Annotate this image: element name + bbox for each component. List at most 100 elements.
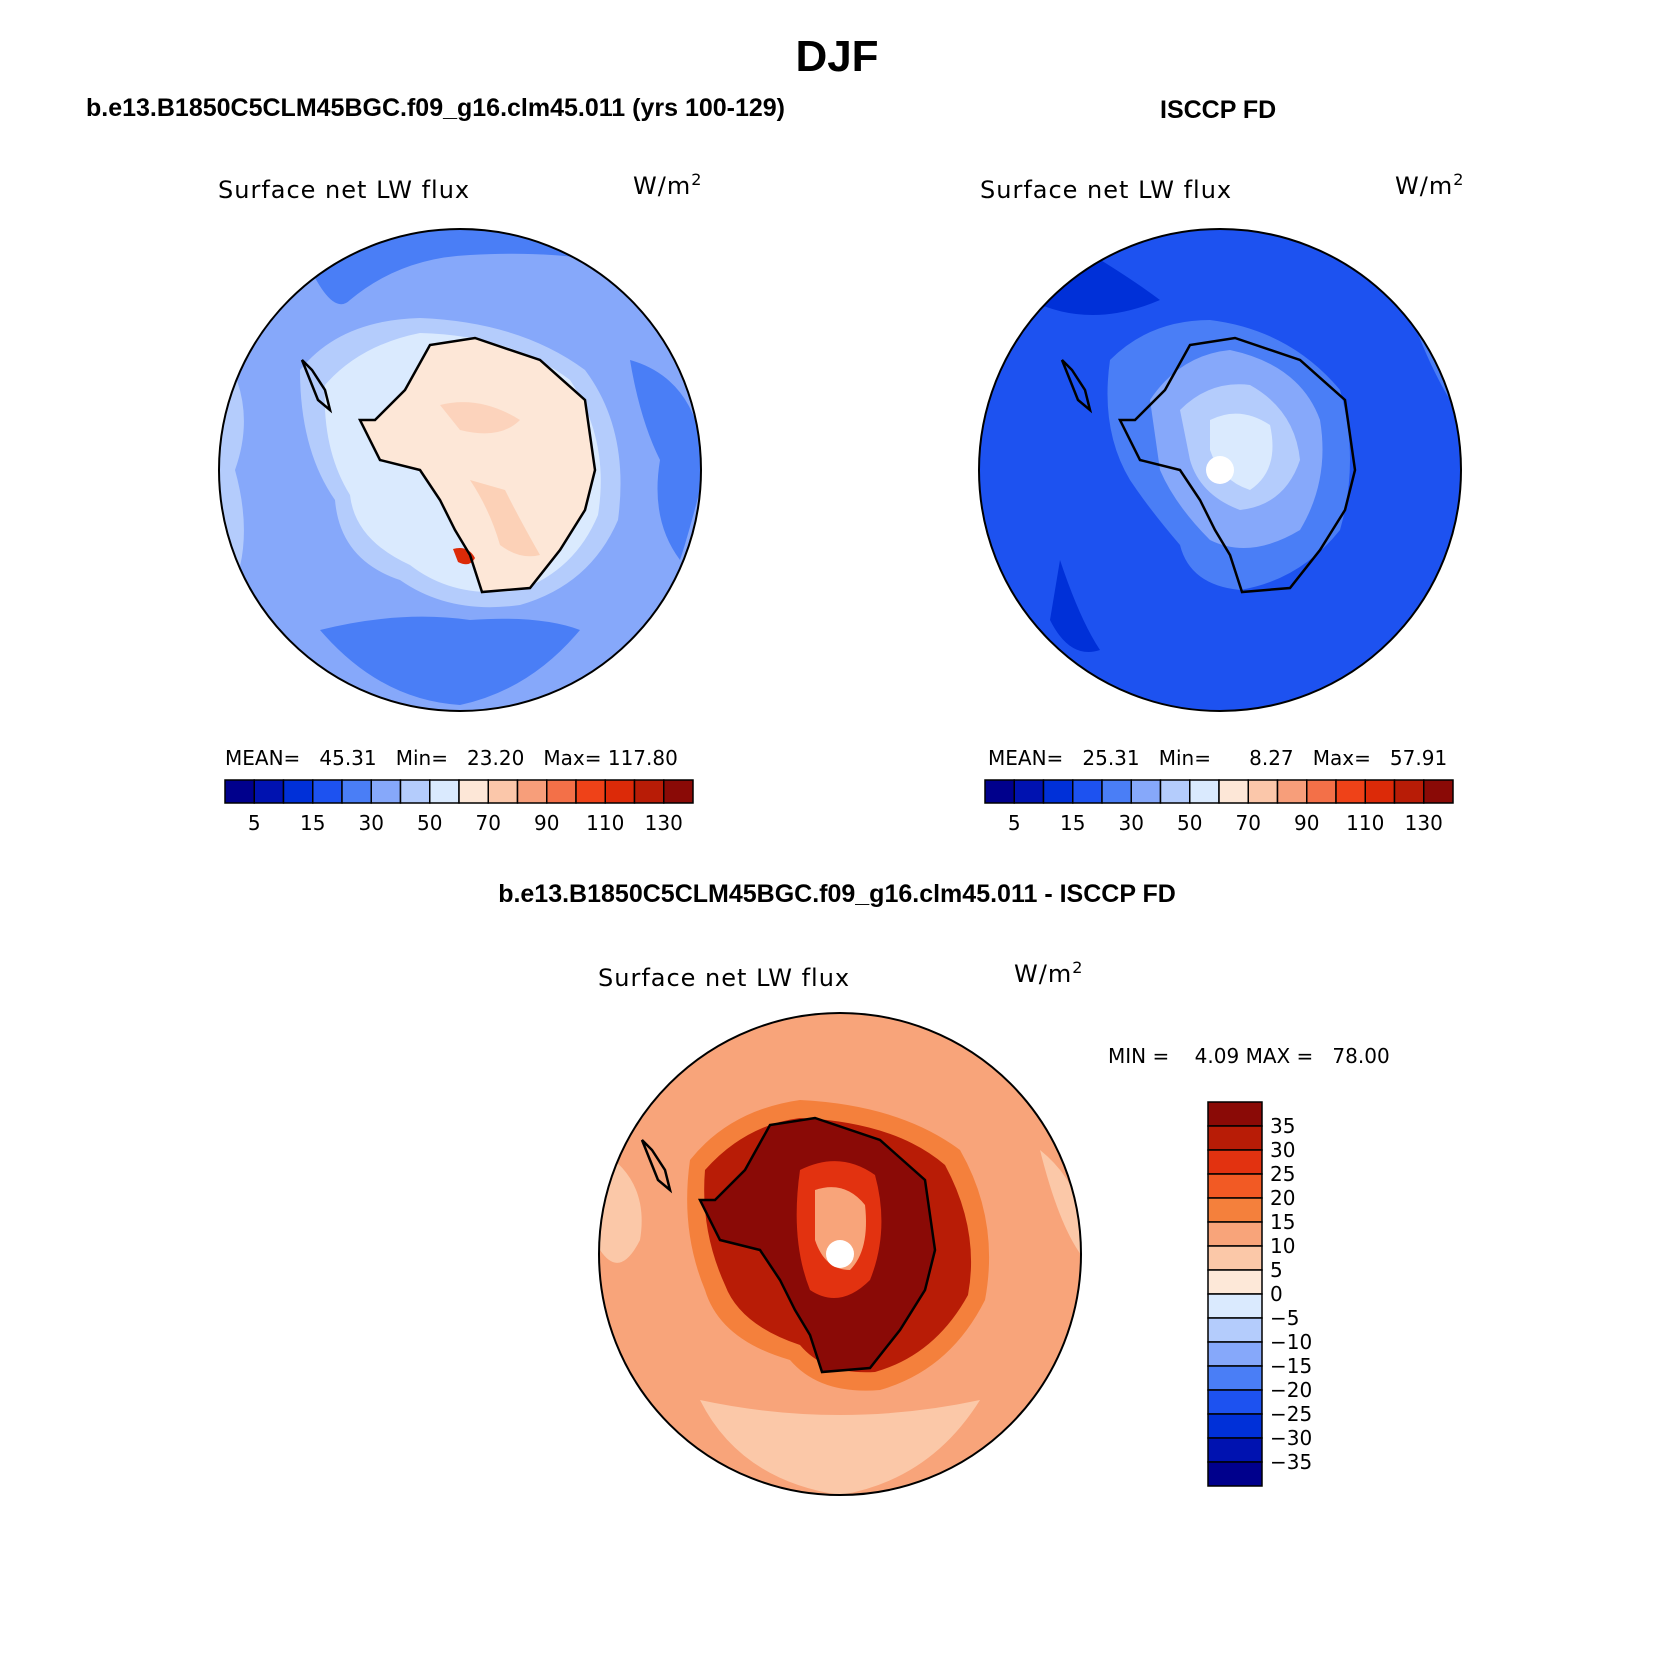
left-colorbar-tick-label: 90 xyxy=(534,811,560,835)
diff-colorbar-box xyxy=(1207,1149,1263,1175)
left-colorbar-box xyxy=(370,779,402,804)
diff-stats: MIN = 4.09 MAX = 78.00 xyxy=(1108,1044,1390,1068)
right-colorbar-box xyxy=(1042,779,1074,804)
diff-colorbar-tick-label: 0 xyxy=(1270,1282,1283,1306)
right-colorbar-box xyxy=(1013,779,1045,804)
left-colorbar-tick-label: 30 xyxy=(358,811,384,835)
map-border xyxy=(598,1012,1082,1496)
left-colorbar-box xyxy=(663,779,694,804)
diff-colorbar-tick-label: 30 xyxy=(1270,1138,1296,1162)
right-colorbar-tick-label: 50 xyxy=(1177,811,1203,835)
map-region-salmon xyxy=(440,402,520,434)
map-region-peach xyxy=(360,338,595,592)
difference-polar-map xyxy=(598,1012,1082,1496)
map-region-mid xyxy=(320,616,580,705)
antarctica-coastline xyxy=(300,336,597,594)
right-colorbar-tick-label: 30 xyxy=(1118,811,1144,835)
diff-variable-label: Surface net LW flux xyxy=(598,964,851,992)
right-units-label: W/m2 xyxy=(1395,170,1465,200)
season-title: DJF xyxy=(795,32,879,81)
left-colorbar-box xyxy=(458,779,489,804)
map-region-light xyxy=(1040,1150,1081,1260)
right-colorbar-box xyxy=(1189,779,1220,804)
map-region-salmon xyxy=(470,480,540,557)
diff-colorbar-tick-label: −15 xyxy=(1270,1354,1313,1378)
right-colorbar-tick-label: 90 xyxy=(1294,811,1320,835)
right-colorbar-box xyxy=(1335,779,1366,804)
diff-colorbar-box xyxy=(1207,1317,1263,1343)
diff-colorbar-tick-label: 15 xyxy=(1270,1210,1296,1234)
right-colorbar-tick-label: 5 xyxy=(1007,811,1021,835)
left-colorbar-box xyxy=(341,779,372,804)
pole-hole xyxy=(1206,456,1234,484)
left-colorbar-box xyxy=(546,779,577,804)
diff-colorbar-box xyxy=(1207,1341,1263,1367)
diff-colorbar-box xyxy=(1207,1437,1263,1463)
right-colorbar-box xyxy=(1072,779,1103,804)
diff-colorbar-box xyxy=(1207,1269,1263,1295)
right-colorbar-box xyxy=(1101,779,1132,804)
right-colorbar-tick-label: 130 xyxy=(1404,811,1443,835)
diff-units-label: W/m2 xyxy=(1014,958,1084,988)
model-case-title: b.e13.B1850C5CLM45BGC.f09_g16.clm45.011 … xyxy=(86,94,786,122)
diff-colorbar-box xyxy=(1207,1221,1263,1247)
right-colorbar-tick-label: 110 xyxy=(1346,811,1385,835)
left-units-label: W/m2 xyxy=(633,170,703,200)
right-colorbar-box xyxy=(1306,779,1337,804)
antarctica-coastline xyxy=(1060,336,1357,594)
diff-colorbar-box xyxy=(1207,1245,1263,1271)
diff-colorbar-tick-label: −20 xyxy=(1270,1378,1313,1402)
left-colorbar-tick-label: 130 xyxy=(644,811,683,835)
left-stats: MEAN= 45.31 Min= 23.20 Max= 117.80 xyxy=(225,746,678,770)
left-variable-label: Surface net LW flux xyxy=(218,176,471,204)
right-colorbar-box xyxy=(1218,779,1249,804)
left-colorbar-box xyxy=(516,779,548,804)
diff-colorbar-box xyxy=(1207,1197,1263,1223)
diff-colorbar-tick-label: 25 xyxy=(1270,1162,1296,1186)
right-colorbar-tick-label: 15 xyxy=(1060,811,1086,835)
difference-title: b.e13.B1850C5CLM45BGC.f09_g16.clm45.011 … xyxy=(498,880,1176,908)
right-colorbar-box xyxy=(1276,779,1308,804)
diff-colorbar-tick-label: −30 xyxy=(1270,1426,1313,1450)
diff-colorbar-tick-label: 5 xyxy=(1270,1258,1283,1282)
map-region-light xyxy=(700,1400,980,1495)
diff-colorbar-tick-label: 35 xyxy=(1270,1114,1296,1138)
left-colorbar-box xyxy=(253,779,285,804)
left-colorbar-box xyxy=(399,779,431,804)
obs-polar-map xyxy=(978,228,1462,712)
left-colorbar-box xyxy=(604,779,636,804)
map-region-light xyxy=(219,340,244,620)
right-colorbar-tick-label: 70 xyxy=(1235,811,1261,835)
pole-hole xyxy=(826,1240,854,1268)
diff-colorbar-tick-label: −25 xyxy=(1270,1402,1313,1426)
diff-colorbar-box xyxy=(1207,1101,1263,1127)
right-colorbar-box xyxy=(1130,779,1162,804)
right-variable-label: Surface net LW flux xyxy=(980,176,1233,204)
diff-colorbar-tick-label: 10 xyxy=(1270,1234,1296,1258)
diff-colorbar-box xyxy=(1207,1461,1263,1487)
diff-colorbar-box xyxy=(1207,1293,1263,1319)
diff-colorbar-tick-label: 20 xyxy=(1270,1186,1296,1210)
map-region-deep xyxy=(1050,560,1100,652)
diff-colorbar xyxy=(1207,1101,1263,1487)
left-colorbar-tick-label: 110 xyxy=(586,811,625,835)
left-colorbar-box xyxy=(429,779,460,804)
left-colorbar-tick-label: 15 xyxy=(300,811,326,835)
diff-colorbar-box xyxy=(1207,1413,1263,1439)
obs-case-title: ISCCP FD xyxy=(1160,96,1277,124)
diff-colorbar-box xyxy=(1207,1365,1263,1391)
right-colorbar-box xyxy=(1364,779,1396,804)
left-colorbar-box xyxy=(224,779,255,804)
diff-colorbar-tick-label: −5 xyxy=(1270,1306,1300,1330)
diff-colorbar-box xyxy=(1207,1173,1263,1199)
left-colorbar-tick-label: 50 xyxy=(417,811,443,835)
left-colorbar-box xyxy=(312,779,343,804)
left-colorbar-tick-label: 70 xyxy=(475,811,501,835)
left-colorbar-box xyxy=(633,779,665,804)
right-colorbar xyxy=(984,779,1454,804)
left-colorbar-box xyxy=(282,779,314,804)
map-region-mid xyxy=(630,360,701,560)
diff-colorbar-box xyxy=(1207,1389,1263,1415)
right-colorbar-box xyxy=(1423,779,1454,804)
